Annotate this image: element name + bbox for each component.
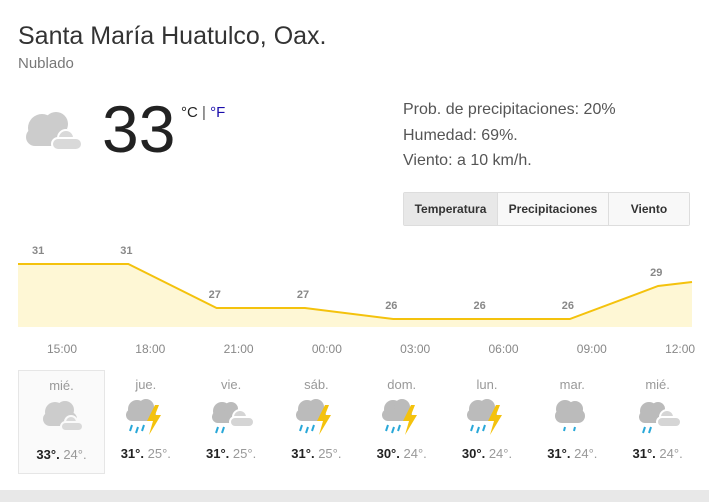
forecast-day[interactable]: sáb. 31°. 25°. bbox=[274, 370, 359, 472]
day-name: lun. bbox=[476, 377, 498, 392]
data-label: 26 bbox=[562, 300, 574, 312]
tab-temperature[interactable]: Temperatura bbox=[404, 193, 497, 225]
forecast-day[interactable]: mié. 33°. 24°. bbox=[18, 370, 105, 474]
data-label: 26 bbox=[474, 300, 486, 312]
low-temp: 24°. bbox=[403, 446, 427, 461]
unit-fahrenheit[interactable]: °F bbox=[210, 104, 226, 121]
rain-cloudy-icon bbox=[638, 402, 682, 434]
day-name: sáb. bbox=[304, 377, 329, 392]
day-name: mar. bbox=[559, 377, 585, 392]
rain-cloudy-icon bbox=[212, 402, 256, 434]
forecast-day[interactable]: mar. 31°. 24°. bbox=[530, 370, 615, 472]
forecast-day[interactable]: mié. 31°. 24°. bbox=[615, 370, 700, 472]
unit-separator: | bbox=[197, 104, 211, 121]
data-label: 31 bbox=[32, 245, 44, 257]
tab-wind[interactable]: Viento bbox=[608, 193, 689, 225]
low-temp: 25°. bbox=[232, 446, 257, 461]
high-temp: 31°. bbox=[632, 446, 656, 461]
day-name: mié. bbox=[645, 377, 670, 392]
tab-precipitation[interactable]: Precipitaciones bbox=[497, 193, 608, 225]
location-title: Santa María Huatulco, Oax. bbox=[18, 22, 327, 50]
condition: Nublado bbox=[18, 55, 74, 72]
forecast-day[interactable]: vie. 31°. 25°. bbox=[189, 370, 274, 472]
forecast-day[interactable]: dom. 30°. 24°. bbox=[359, 370, 444, 472]
temperature-chart: 31 31 27 27 26 26 26 29 bbox=[18, 245, 693, 327]
day-name: mié. bbox=[49, 378, 74, 393]
thunderstorm-icon bbox=[125, 399, 161, 435]
data-label: 27 bbox=[209, 289, 221, 301]
high-temp: 31°. bbox=[120, 446, 144, 461]
precipitation-probability: Prob. de precipitaciones: 20% bbox=[403, 101, 616, 118]
low-temp: 24°. bbox=[659, 446, 683, 461]
current-temperature: 33 bbox=[102, 92, 176, 166]
cloudy-icon bbox=[26, 112, 83, 151]
high-temp: 31°. bbox=[547, 446, 571, 461]
thunderstorm-icon bbox=[296, 399, 332, 435]
data-label: 31 bbox=[120, 245, 132, 257]
x-tick-label: 03:00 bbox=[400, 342, 431, 356]
high-temp: 30°. bbox=[376, 446, 400, 461]
low-temp: 24°. bbox=[574, 446, 598, 461]
high-temp: 30°. bbox=[461, 446, 486, 461]
x-tick-label: 09:00 bbox=[576, 342, 607, 356]
low-temp: 24°. bbox=[63, 447, 87, 462]
x-tick-label: 00:00 bbox=[311, 342, 342, 356]
day-name: vie. bbox=[220, 377, 242, 392]
humidity: Humedad: 69%. bbox=[403, 127, 518, 144]
wind: Viento: a 10 km/h. bbox=[403, 152, 532, 169]
x-tick-label: 15:00 bbox=[46, 342, 78, 356]
forecast-day[interactable]: jue. 31°. 25°. bbox=[103, 370, 188, 472]
thunderstorm-icon bbox=[381, 399, 417, 435]
cloudy-icon bbox=[42, 401, 84, 432]
chart-area bbox=[18, 264, 692, 327]
high-temp: 33°. bbox=[36, 447, 60, 462]
forecast-day[interactable]: lun. 30°. 24°. bbox=[445, 370, 530, 472]
day-name: dom. bbox=[387, 377, 417, 392]
low-temp: 25°. bbox=[147, 446, 171, 461]
high-temp: 31°. bbox=[206, 446, 230, 461]
thunderstorm-icon bbox=[467, 399, 502, 435]
chart-tabs: Temperatura Precipitaciones Viento bbox=[403, 192, 690, 226]
low-temp: 24°. bbox=[488, 446, 513, 461]
rain-icon bbox=[555, 400, 586, 432]
x-tick-label: 12:00 bbox=[665, 342, 696, 356]
data-label: 26 bbox=[385, 300, 397, 312]
unit-celsius[interactable]: °C bbox=[181, 104, 198, 121]
high-temp: 31°. bbox=[291, 446, 315, 461]
day-name: jue. bbox=[135, 377, 157, 392]
x-tick-label: 06:00 bbox=[488, 342, 519, 356]
x-tick-label: 18:00 bbox=[135, 342, 166, 356]
bottom-divider bbox=[0, 490, 709, 502]
data-label: 29 bbox=[650, 267, 662, 279]
chart-line bbox=[18, 263, 693, 320]
x-tick-label: 21:00 bbox=[223, 342, 254, 356]
low-temp: 25°. bbox=[318, 446, 342, 461]
data-label: 27 bbox=[297, 289, 309, 301]
